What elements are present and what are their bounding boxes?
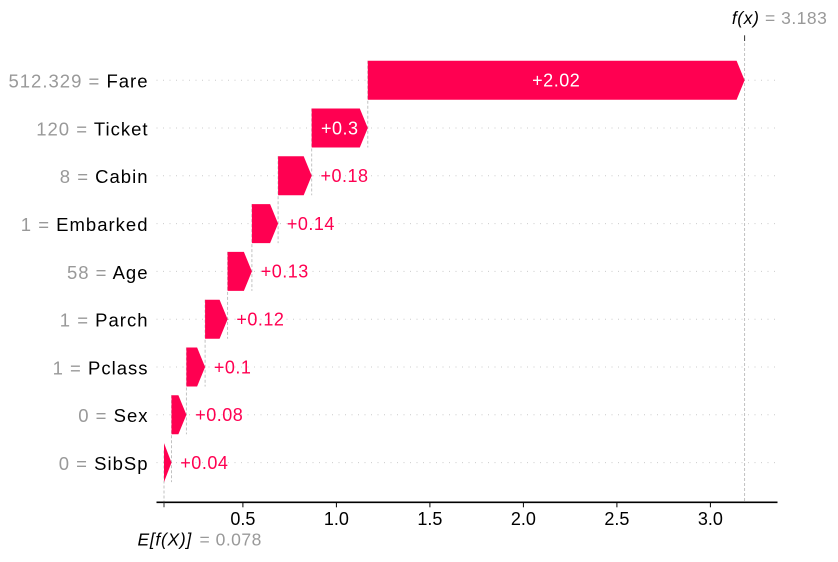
svg-text:2.5: 2.5 [604, 509, 629, 529]
svg-text:1.0: 1.0 [324, 509, 349, 529]
svg-text:= 0.078: = 0.078 [200, 530, 262, 550]
svg-text:120 = Ticket: 120 = Ticket [36, 118, 148, 139]
svg-text:+0.1: +0.1 [214, 357, 252, 377]
svg-text:+0.18: +0.18 [321, 166, 369, 186]
svg-text:E[f(X)]: E[f(X)] [138, 530, 193, 550]
svg-text:+2.02: +2.02 [532, 71, 580, 91]
svg-text:+0.08: +0.08 [195, 405, 243, 425]
svg-text:8 = Cabin: 8 = Cabin [60, 166, 149, 187]
svg-text:+0.12: +0.12 [236, 310, 284, 330]
svg-text:0 = SibSp: 0 = SibSp [59, 453, 149, 474]
svg-text:+0.3: +0.3 [321, 118, 359, 138]
svg-text:1 = Embarked: 1 = Embarked [21, 214, 149, 235]
svg-text:+0.13: +0.13 [261, 262, 309, 282]
svg-text:+0.04: +0.04 [180, 453, 228, 473]
svg-text:1.5: 1.5 [417, 509, 442, 529]
svg-text:f(x): f(x) [732, 8, 760, 28]
svg-text:0.5: 0.5 [230, 509, 255, 529]
svg-text:0 = Sex: 0 = Sex [78, 405, 148, 426]
svg-text:1 = Parch: 1 = Parch [60, 310, 149, 331]
svg-text:512.329 = Fare: 512.329 = Fare [8, 71, 148, 92]
svg-text:1 = Pclass: 1 = Pclass [53, 357, 149, 378]
svg-text:+0.14: +0.14 [287, 214, 335, 234]
svg-text:3.0: 3.0 [698, 509, 723, 529]
svg-text:58 = Age: 58 = Age [67, 262, 149, 283]
svg-text:= 3.183: = 3.183 [765, 8, 827, 28]
svg-text:2.0: 2.0 [511, 509, 536, 529]
